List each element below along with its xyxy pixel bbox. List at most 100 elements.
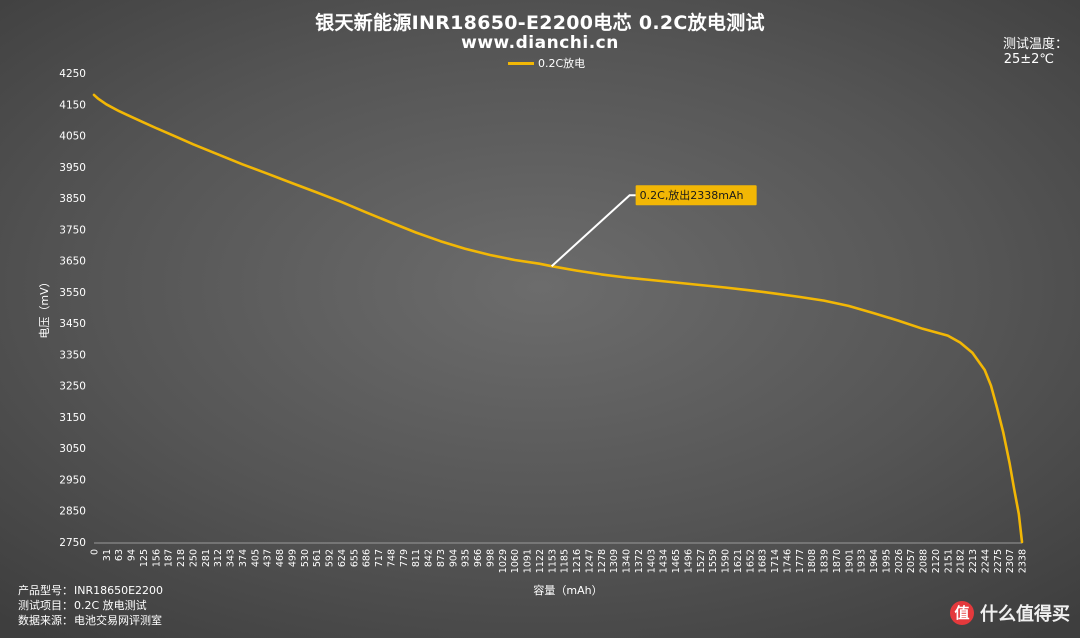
info-row-item: 测试项目：0.2C 放电测试 [18, 598, 163, 613]
y-axis-label: 电压（mV） [38, 276, 51, 338]
x-tick-label: 343 [226, 549, 237, 567]
info-row-source: 数据来源：电池交易网评测室 [18, 613, 163, 628]
x-tick-label: 2182 [956, 549, 967, 573]
x-tick-label: 94 [127, 549, 138, 561]
chart-title: 银天新能源INR18650-E2200电芯 0.2C放电测试 [315, 12, 765, 34]
info-row-model: 产品型号：INR18650E2200 [18, 583, 163, 598]
y-tick-label: 3750 [59, 224, 86, 236]
info-source-label: 数据来源： [18, 614, 73, 627]
y-tick-label: 3850 [59, 193, 86, 205]
x-tick-label: 748 [386, 549, 397, 567]
y-tick-label: 4250 [59, 68, 86, 80]
x-tick-label: 1714 [770, 549, 781, 573]
x-tick-label: 1185 [560, 549, 571, 573]
y-tick-label: 2950 [59, 474, 86, 486]
y-tick-label: 3450 [59, 318, 86, 330]
x-tick-label: 1029 [498, 549, 509, 573]
x-tick-label: 624 [337, 549, 348, 567]
y-tick-label: 2850 [59, 506, 86, 518]
x-tick-label: 250 [188, 549, 199, 567]
x-tick-label: 1621 [733, 549, 744, 573]
x-tick-label: 125 [139, 549, 150, 567]
x-tick-label: 1465 [671, 549, 682, 573]
x-tick-label: 2275 [993, 549, 1004, 573]
y-axis-ticks: 2750 2850 2950 3050 3150 3250 3350 3450 3550 3650… [59, 68, 86, 549]
x-tick-label: 530 [300, 549, 311, 567]
x-tick-label: 1870 [832, 549, 843, 573]
x-tick-label: 0 [90, 549, 101, 555]
y-tick-label: 3250 [59, 381, 86, 393]
x-tick-label: 2213 [968, 549, 979, 573]
x-tick-label: 2151 [943, 549, 954, 573]
x-tick-label: 998 [485, 549, 496, 567]
x-tick-label: 779 [399, 549, 410, 567]
y-tick-label: 4050 [59, 131, 86, 143]
x-tick-label: 1309 [609, 549, 620, 573]
x-tick-label: 1839 [820, 549, 831, 573]
x-tick-label: 1746 [782, 549, 793, 573]
x-tick-label: 1340 [622, 549, 633, 573]
x-tick-label: 405 [250, 549, 261, 567]
x-tick-label: 1091 [523, 549, 534, 573]
watermark-text: 什么值得买 [980, 604, 1070, 625]
x-tick-label: 281 [201, 549, 212, 567]
series-line-0.2c-discharge [92, 93, 1024, 544]
x-tick-label: 1434 [659, 549, 670, 573]
x-tick-label: 935 [461, 549, 472, 567]
y-tick-label: 3150 [59, 412, 86, 424]
x-tick-label: 655 [349, 549, 360, 567]
x-tick-label: 1247 [584, 549, 595, 573]
x-tick-label: 1933 [857, 549, 868, 573]
x-tick-label: 1216 [572, 549, 583, 573]
x-tick-label: 842 [424, 549, 435, 567]
y-tick-label: 3650 [59, 256, 86, 268]
x-tick-label: 904 [448, 549, 459, 567]
info-model-label: 产品型号： [18, 584, 73, 597]
annotation-text: 0.2C,放出2338mAh [640, 188, 744, 202]
x-tick-label: 1403 [646, 549, 657, 573]
y-tick-label: 3050 [59, 443, 86, 455]
x-tick-label: 374 [238, 549, 249, 567]
x-tick-label: 686 [362, 549, 373, 567]
smzdm-logo-icon: 值 [950, 601, 974, 625]
x-tick-label: 468 [275, 549, 286, 567]
x-tick-label: 1372 [634, 549, 645, 573]
x-tick-label: 2244 [980, 549, 991, 573]
x-tick-label: 2120 [931, 549, 942, 573]
x-tick-label: 2307 [1005, 549, 1016, 573]
x-tick-label: 31 [102, 549, 113, 561]
chart-legend: 0.2C放电 [508, 55, 585, 71]
x-tick-label: 1964 [869, 549, 880, 573]
x-axis-label: 容量（mAh） [533, 583, 602, 597]
x-tick-label: 499 [287, 549, 298, 567]
x-tick-label: 966 [473, 549, 484, 567]
y-tick-label: 3550 [59, 287, 86, 299]
test-info: 产品型号：INR18650E2200 测试项目：0.2C 放电测试 数据来源：电… [18, 583, 163, 628]
x-tick-label: 1652 [745, 549, 756, 573]
x-tick-label: 2338 [1018, 549, 1029, 573]
info-source-value: 电池交易网评测室 [74, 614, 162, 627]
info-item-label: 测试项目： [18, 599, 73, 612]
chart-subtitle: www.dianchi.cn [461, 33, 619, 53]
x-tick-label: 811 [411, 549, 422, 567]
x-tick-label: 156 [151, 549, 162, 567]
x-tick-label: 312 [213, 549, 224, 567]
x-tick-label: 1527 [696, 549, 707, 573]
x-tick-label: 1559 [708, 549, 719, 573]
x-tick-label: 592 [325, 549, 336, 567]
x-tick-label: 2026 [894, 549, 905, 573]
info-model-value: INR18650E2200 [74, 584, 164, 597]
x-axis-ticks: 0 31 63 94 125 156 187 218 250 281 312 343 374 405 437… [90, 549, 1029, 573]
info-item-value: 0.2C 放电测试 [74, 599, 147, 612]
x-tick-label: 218 [176, 549, 187, 567]
x-tick-label: 2088 [919, 549, 930, 573]
watermark: 值 什么值得买 [950, 600, 1070, 626]
x-tick-label: 1496 [683, 549, 694, 573]
x-tick-label: 1808 [807, 549, 818, 573]
legend-swatch [508, 61, 534, 65]
test-temperature-value: 25±2℃ [1003, 52, 1054, 67]
x-tick-label: 437 [263, 549, 274, 567]
x-tick-label: 1995 [881, 549, 892, 573]
x-tick-label: 1122 [535, 549, 546, 573]
y-tick-label: 3950 [59, 162, 86, 174]
